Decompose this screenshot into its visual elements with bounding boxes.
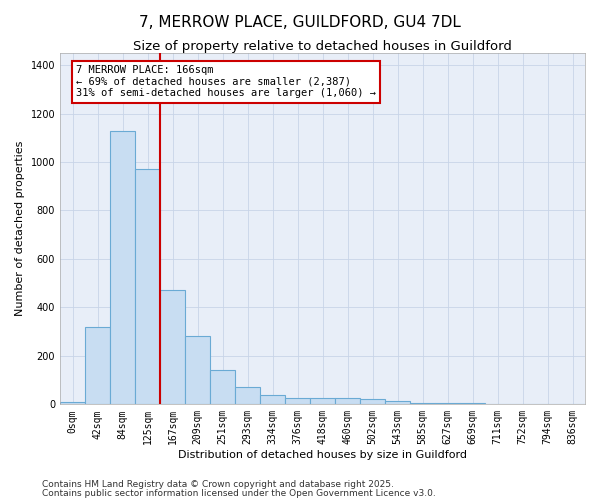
Bar bbox=[310, 398, 335, 404]
Bar bbox=[410, 403, 435, 404]
X-axis label: Distribution of detached houses by size in Guildford: Distribution of detached houses by size … bbox=[178, 450, 467, 460]
Text: Contains HM Land Registry data © Crown copyright and database right 2025.: Contains HM Land Registry data © Crown c… bbox=[42, 480, 394, 489]
Text: 7 MERROW PLACE: 166sqm
← 69% of detached houses are smaller (2,387)
31% of semi-: 7 MERROW PLACE: 166sqm ← 69% of detached… bbox=[76, 66, 376, 98]
Bar bbox=[335, 398, 360, 404]
Text: 7, MERROW PLACE, GUILDFORD, GU4 7DL: 7, MERROW PLACE, GUILDFORD, GU4 7DL bbox=[139, 15, 461, 30]
Bar bbox=[435, 403, 460, 404]
Bar bbox=[260, 394, 285, 404]
Bar bbox=[110, 130, 135, 404]
Bar bbox=[360, 400, 385, 404]
Y-axis label: Number of detached properties: Number of detached properties bbox=[15, 141, 25, 316]
Text: Contains public sector information licensed under the Open Government Licence v3: Contains public sector information licen… bbox=[42, 488, 436, 498]
Bar bbox=[385, 400, 410, 404]
Bar bbox=[185, 336, 210, 404]
Bar bbox=[160, 290, 185, 405]
Bar bbox=[60, 402, 85, 404]
Bar bbox=[85, 327, 110, 404]
Title: Size of property relative to detached houses in Guildford: Size of property relative to detached ho… bbox=[133, 40, 512, 53]
Bar bbox=[235, 388, 260, 404]
Bar bbox=[135, 170, 160, 404]
Bar bbox=[285, 398, 310, 404]
Bar bbox=[210, 370, 235, 404]
Bar bbox=[460, 403, 485, 404]
